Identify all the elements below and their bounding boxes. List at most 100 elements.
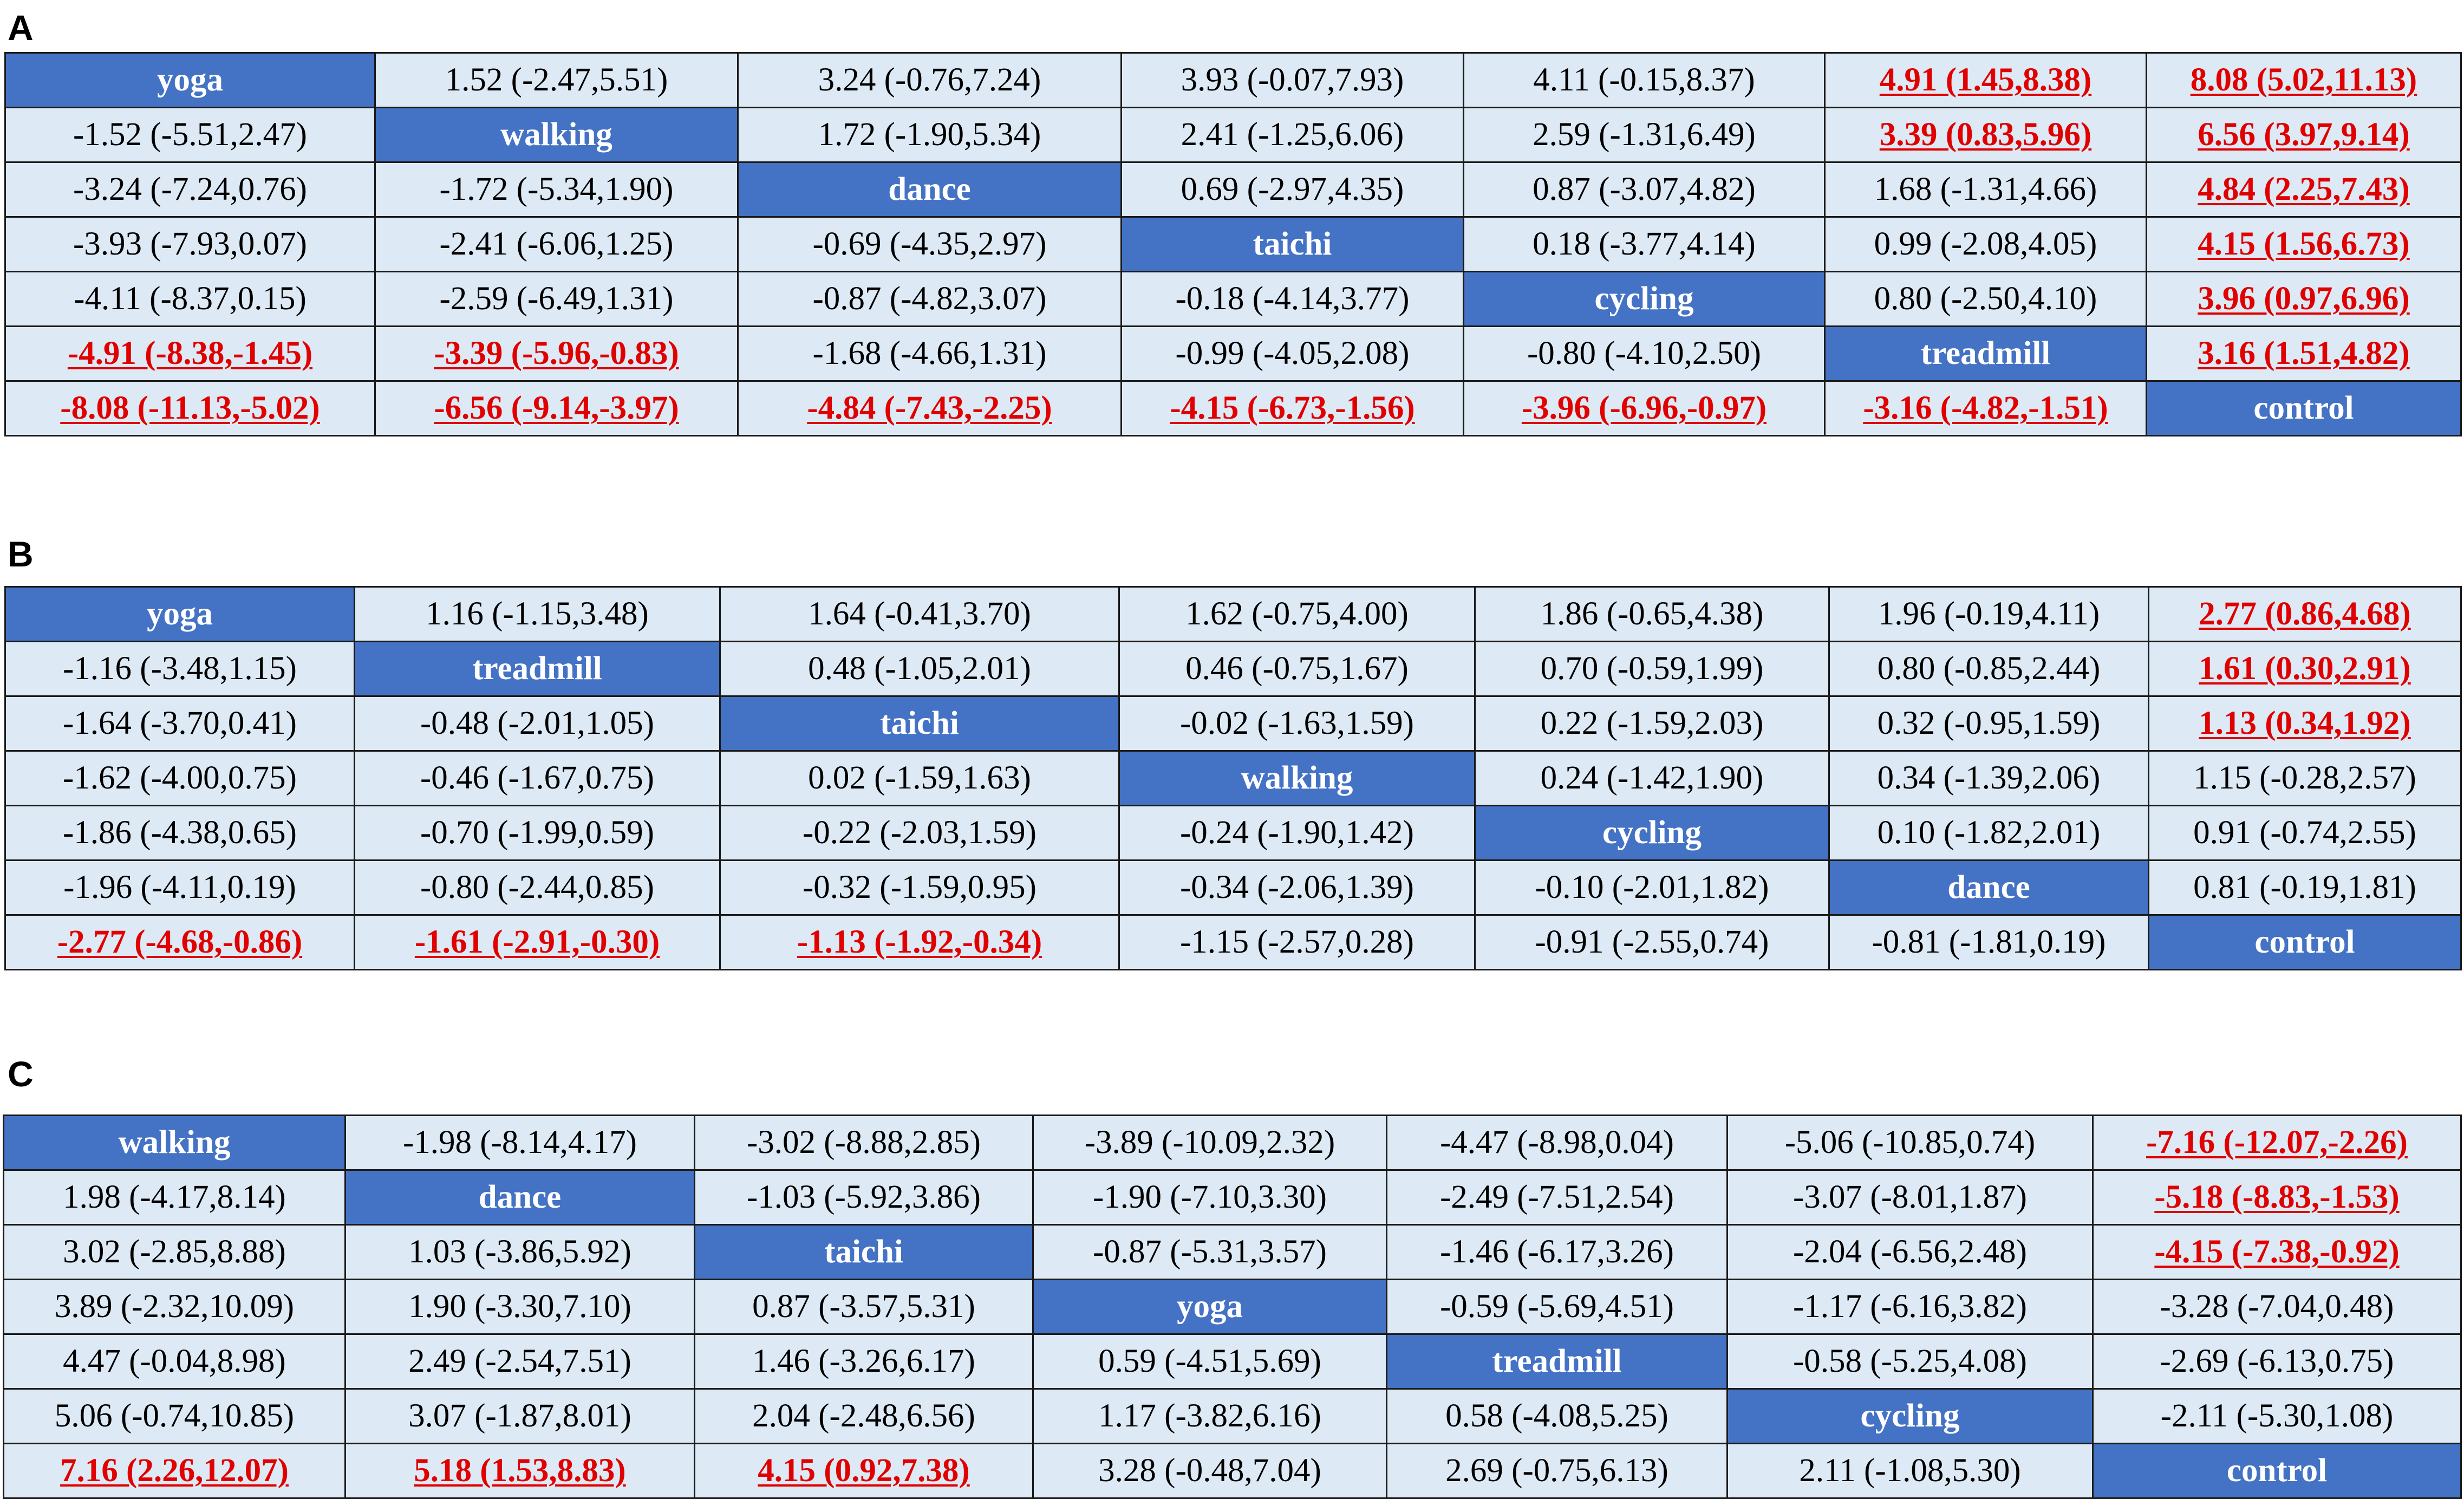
intervention-label-cell: control <box>2092 1443 2462 1499</box>
significant-estimate-cell: 2.77 (0.86,4.68) <box>2148 586 2462 642</box>
intervention-label-cell: cycling <box>1463 271 1826 327</box>
estimate-cell: 1.96 (-0.19,4.11) <box>1828 586 2149 642</box>
estimate-cell: -2.41 (-6.06,1.25) <box>374 216 739 272</box>
estimate-cell: -2.49 (-7.51,2.54) <box>1386 1169 1728 1226</box>
significant-estimate-cell: -4.15 (-7.38,-0.92) <box>2092 1224 2462 1280</box>
table-row: -1.62 (-4.00,0.75) -0.46 (-1.67,0.75) 0.02… <box>4 750 2462 806</box>
significant-estimate-cell: -3.16 (-4.82,-1.51) <box>1824 380 2147 436</box>
estimate-cell: -0.70 (-1.99,0.59) <box>354 805 721 861</box>
table-row: -1.96 (-4.11,0.19) -0.80 (-2.44,0.85) -0.3… <box>4 859 2462 916</box>
table-row: -2.77 (-4.68,-0.86) -1.61 (-2.91,-0.30) -1… <box>4 914 2462 970</box>
significant-estimate-cell: 3.96 (0.97,6.96) <box>2146 271 2462 327</box>
estimate-cell: 2.11 (-1.08,5.30) <box>1726 1443 2094 1499</box>
intervention-label-cell: control <box>2146 380 2462 436</box>
league-table-c: walking -1.98 (-8.14,4.17) -3.02 (-8.88,2.… <box>3 1115 2462 1499</box>
estimate-cell: -0.18 (-4.14,3.77) <box>1120 271 1464 327</box>
estimate-cell: 1.17 (-3.82,6.16) <box>1032 1388 1387 1444</box>
estimate-cell: 0.58 (-4.08,5.25) <box>1386 1388 1728 1444</box>
estimate-cell: 1.16 (-1.15,3.48) <box>354 586 721 642</box>
estimate-cell: 0.22 (-1.59,2.03) <box>1474 695 1830 752</box>
significant-estimate-cell: 4.84 (2.25,7.43) <box>2146 161 2462 218</box>
table-row: -8.08 (-11.13,-5.02) -6.56 (-9.14,-3.97) -… <box>4 380 2462 436</box>
estimate-cell: -0.32 (-1.59,0.95) <box>719 859 1120 916</box>
intervention-label-cell: dance <box>344 1169 695 1226</box>
estimate-cell: 0.59 (-4.51,5.69) <box>1032 1333 1387 1390</box>
significant-estimate-cell: -4.84 (-7.43,-2.25) <box>737 380 1122 436</box>
estimate-cell: -1.46 (-6.17,3.26) <box>1386 1224 1728 1280</box>
table-row: 3.02 (-2.85,8.88) 1.03 (-3.86,5.92) taichi… <box>3 1224 2462 1280</box>
estimate-cell: 0.69 (-2.97,4.35) <box>1120 161 1464 218</box>
estimate-cell: -1.15 (-2.57,0.28) <box>1118 914 1476 970</box>
estimate-cell: -2.69 (-6.13,0.75) <box>2092 1333 2462 1390</box>
estimate-cell: -3.24 (-7.24,0.76) <box>4 161 376 218</box>
intervention-label-cell: cycling <box>1474 805 1830 861</box>
table-row: -1.16 (-3.48,1.15) treadmill 0.48 (-1.05,2… <box>4 641 2462 697</box>
estimate-cell: 5.06 (-0.74,10.85) <box>3 1388 346 1444</box>
estimate-cell: 1.03 (-3.86,5.92) <box>344 1224 695 1280</box>
table-row: 3.89 (-2.32,10.09) 1.90 (-3.30,7.10) 0.87 … <box>3 1279 2462 1335</box>
table-row: -3.24 (-7.24,0.76) -1.72 (-5.34,1.90) danc… <box>4 161 2462 218</box>
estimate-cell: 0.80 (-2.50,4.10) <box>1824 271 2147 327</box>
significant-estimate-cell: -7.16 (-12.07,-2.26) <box>2092 1115 2462 1171</box>
table-row: -1.64 (-3.70,0.41) -0.48 (-2.01,1.05) taic… <box>4 695 2462 752</box>
panel-label-b: B <box>8 534 34 574</box>
intervention-label-cell: control <box>2148 914 2462 970</box>
estimate-cell: -2.11 (-5.30,1.08) <box>2092 1388 2462 1444</box>
intervention-label-cell: taichi <box>694 1224 1034 1280</box>
intervention-label-cell: treadmill <box>1824 325 2147 382</box>
estimate-cell: 0.46 (-0.75,1.67) <box>1118 641 1476 697</box>
intervention-label-cell: dance <box>737 161 1122 218</box>
intervention-label-cell: walking <box>3 1115 346 1171</box>
estimate-cell: -0.24 (-1.90,1.42) <box>1118 805 1476 861</box>
estimate-cell: 3.28 (-0.48,7.04) <box>1032 1443 1387 1499</box>
estimate-cell: -0.80 (-4.10,2.50) <box>1463 325 1826 382</box>
estimate-cell: 2.41 (-1.25,6.06) <box>1120 107 1464 163</box>
estimate-cell: 1.98 (-4.17,8.14) <box>3 1169 346 1226</box>
estimate-cell: 1.15 (-0.28,2.57) <box>2148 750 2462 806</box>
estimate-cell: -3.07 (-8.01,1.87) <box>1726 1169 2094 1226</box>
estimate-cell: -3.89 (-10.09,2.32) <box>1032 1115 1387 1171</box>
panel-label-a: A <box>8 8 34 48</box>
estimate-cell: -1.96 (-4.11,0.19) <box>4 859 355 916</box>
estimate-cell: -0.81 (-1.81,0.19) <box>1828 914 2149 970</box>
panel-label-c: C <box>8 1054 34 1094</box>
estimate-cell: 2.69 (-0.75,6.13) <box>1386 1443 1728 1499</box>
estimate-cell: -0.99 (-4.05,2.08) <box>1120 325 1464 382</box>
significant-estimate-cell: -4.91 (-8.38,-1.45) <box>4 325 376 382</box>
table-row: -1.86 (-4.38,0.65) -0.70 (-1.99,0.59) -0.2… <box>4 805 2462 861</box>
table-row: yoga 1.52 (-2.47,5.51) 3.24 (-0.76,7.24) 3.… <box>4 52 2462 108</box>
significant-estimate-cell: -1.13 (-1.92,-0.34) <box>719 914 1120 970</box>
table-row: -4.11 (-8.37,0.15) -2.59 (-6.49,1.31) -0.8… <box>4 271 2462 327</box>
estimate-cell: 0.81 (-0.19,1.81) <box>2148 859 2462 916</box>
intervention-label-cell: taichi <box>1120 216 1464 272</box>
estimate-cell: 1.64 (-0.41,3.70) <box>719 586 1120 642</box>
estimate-cell: 4.47 (-0.04,8.98) <box>3 1333 346 1390</box>
table-row: -1.52 (-5.51,2.47) walking 1.72 (-1.90,5.3… <box>4 107 2462 163</box>
significant-estimate-cell: -3.39 (-5.96,-0.83) <box>374 325 739 382</box>
intervention-label-cell: treadmill <box>354 641 721 697</box>
significant-estimate-cell: 7.16 (2.26,12.07) <box>3 1443 346 1499</box>
estimate-cell: 0.87 (-3.57,5.31) <box>694 1279 1034 1335</box>
estimate-cell: -1.64 (-3.70,0.41) <box>4 695 355 752</box>
estimate-cell: 0.02 (-1.59,1.63) <box>719 750 1120 806</box>
significant-estimate-cell: -8.08 (-11.13,-5.02) <box>4 380 376 436</box>
intervention-label-cell: yoga <box>1032 1279 1387 1335</box>
table-row: walking -1.98 (-8.14,4.17) -3.02 (-8.88,2.… <box>3 1115 2462 1171</box>
estimate-cell: 0.48 (-1.05,2.01) <box>719 641 1120 697</box>
estimate-cell: -2.04 (-6.56,2.48) <box>1726 1224 2094 1280</box>
table-row: -3.93 (-7.93,0.07) -2.41 (-6.06,1.25) -0.6… <box>4 216 2462 272</box>
estimate-cell: 0.87 (-3.07,4.82) <box>1463 161 1826 218</box>
estimate-cell: -0.02 (-1.63,1.59) <box>1118 695 1476 752</box>
estimate-cell: -1.98 (-8.14,4.17) <box>344 1115 695 1171</box>
significant-estimate-cell: -6.56 (-9.14,-3.97) <box>374 380 739 436</box>
estimate-cell: -1.86 (-4.38,0.65) <box>4 805 355 861</box>
significant-estimate-cell: 3.39 (0.83,5.96) <box>1824 107 2147 163</box>
significant-estimate-cell: -1.61 (-2.91,-0.30) <box>354 914 721 970</box>
estimate-cell: 0.99 (-2.08,4.05) <box>1824 216 2147 272</box>
intervention-label-cell: cycling <box>1726 1388 2094 1444</box>
estimate-cell: 0.91 (-0.74,2.55) <box>2148 805 2462 861</box>
significant-estimate-cell: 4.15 (1.56,6.73) <box>2146 216 2462 272</box>
estimate-cell: 0.24 (-1.42,1.90) <box>1474 750 1830 806</box>
estimate-cell: 2.04 (-2.48,6.56) <box>694 1388 1034 1444</box>
intervention-label-cell: yoga <box>4 52 376 108</box>
